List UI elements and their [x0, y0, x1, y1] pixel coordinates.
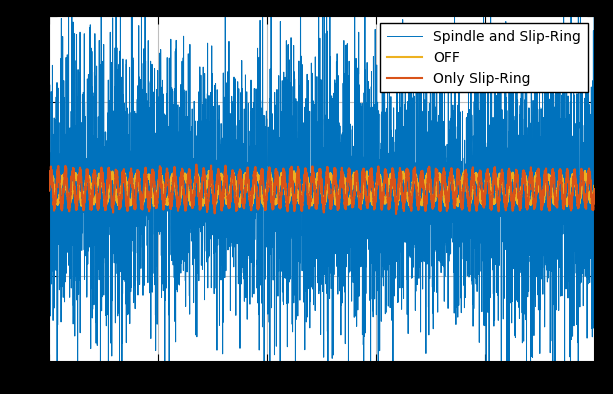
Spindle and Slip-Ring [452, 305, 460, 310]
Spindle and Slip-Ring [591, 243, 598, 247]
Spindle and Slip-Ring [494, 79, 501, 84]
Only Slip-Ring [400, 206, 408, 211]
Spindle and Slip-Ring [373, 312, 380, 317]
OFF [452, 195, 460, 200]
OFF [494, 182, 501, 187]
Only Slip-Ring [494, 200, 501, 204]
Only Slip-Ring [452, 188, 460, 193]
OFF [205, 169, 213, 173]
Spindle and Slip-Ring [400, 125, 408, 129]
Only Slip-Ring [392, 212, 400, 216]
Only Slip-Ring [145, 194, 152, 199]
Only Slip-Ring [254, 198, 261, 203]
Only Slip-Ring [45, 188, 53, 193]
Spindle and Slip-Ring [145, 208, 152, 213]
Spindle and Slip-Ring [254, 147, 261, 151]
OFF [145, 174, 152, 178]
OFF [254, 173, 261, 178]
OFF [373, 183, 380, 188]
Spindle and Slip-Ring [45, 154, 53, 159]
Only Slip-Ring [591, 187, 598, 191]
OFF [400, 175, 408, 180]
Line: Spindle and Slip-Ring: Spindle and Slip-Ring [49, 0, 595, 394]
Only Slip-Ring [373, 183, 380, 188]
Legend: Spindle and Slip-Ring, OFF, Only Slip-Ring: Spindle and Slip-Ring, OFF, Only Slip-Ri… [380, 23, 588, 93]
Line: OFF: OFF [49, 171, 595, 207]
OFF [45, 184, 53, 188]
OFF [236, 205, 243, 210]
Line: Only Slip-Ring: Only Slip-Ring [49, 165, 595, 214]
OFF [591, 184, 598, 188]
Only Slip-Ring [192, 162, 200, 167]
